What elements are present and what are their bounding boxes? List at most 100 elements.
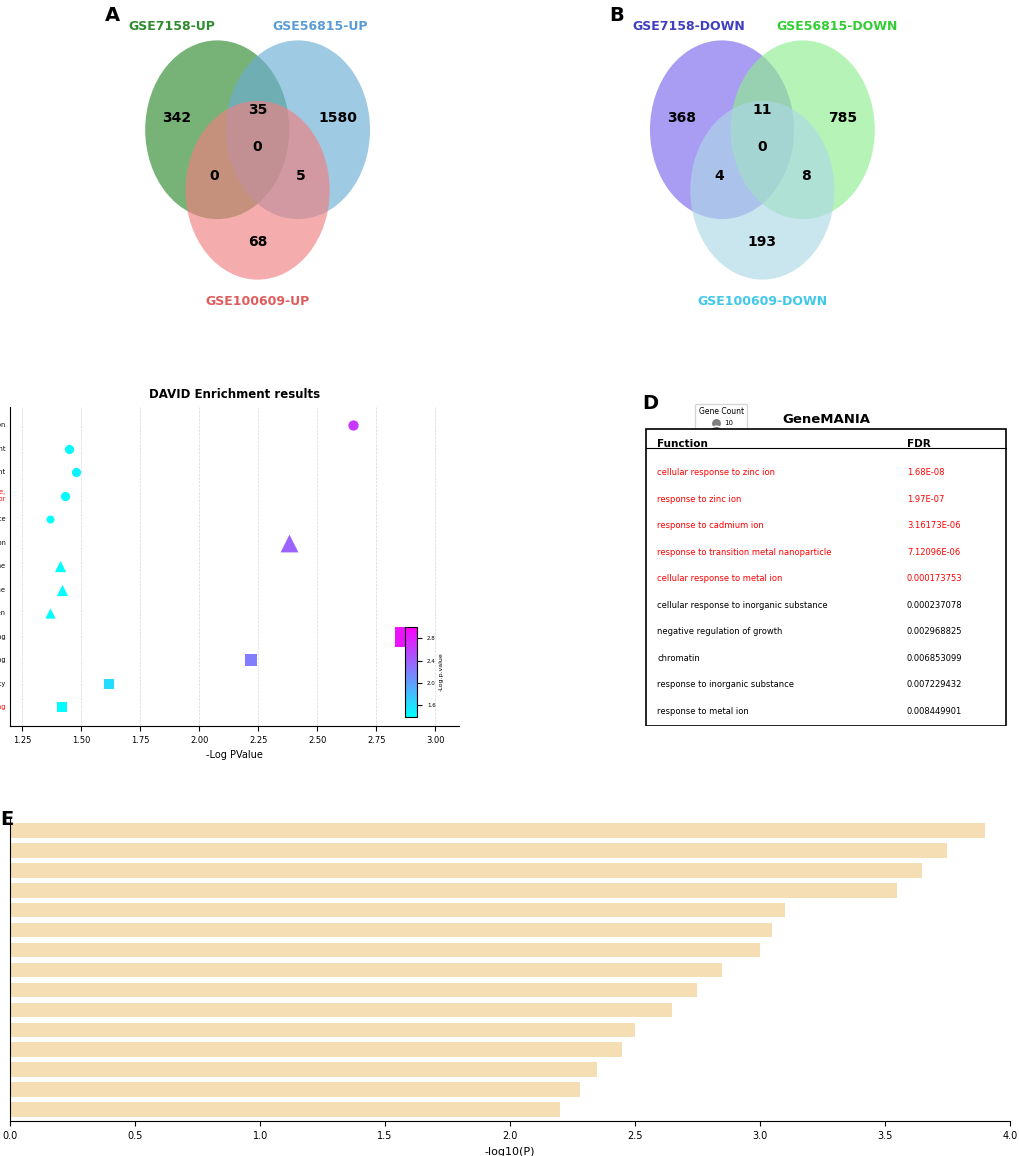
- Point: [344, 416, 361, 435]
- Text: 8: 8: [800, 169, 810, 183]
- Point: [280, 534, 297, 553]
- Point: [54, 698, 70, 717]
- Ellipse shape: [730, 40, 874, 220]
- Bar: [10, 963, 721, 977]
- Bar: [10, 864, 921, 877]
- Text: GO:0031089~platelet dense granule lumen: GO:0031089~platelet dense granule lumen: [0, 610, 5, 616]
- Text: GO:0043517~positive regulation of DNA damage response,
signal transduction by p5: GO:0043517~positive regulation of DNA da…: [0, 489, 5, 503]
- Text: 3.16173E-06: 3.16173E-06: [906, 521, 960, 531]
- Text: GO:0043277~apoptotic cell clearance: GO:0043277~apoptotic cell clearance: [0, 517, 5, 523]
- Point: [52, 557, 68, 576]
- Text: 0.007229432: 0.007229432: [906, 681, 961, 689]
- Text: 0.000173753: 0.000173753: [906, 575, 962, 584]
- Text: 35: 35: [248, 103, 267, 117]
- Text: response to inorganic substance: response to inorganic substance: [656, 681, 794, 689]
- Bar: [10, 823, 984, 838]
- Point: [101, 675, 117, 694]
- Bar: [10, 1082, 580, 1097]
- Text: 1.68E-08: 1.68E-08: [906, 468, 944, 477]
- Text: chromatin: chromatin: [656, 654, 699, 664]
- Legend: GO BP, GO CC, GO MF: GO BP, GO CC, GO MF: [697, 532, 747, 576]
- Text: GO:0002576~platelet degranulation: GO:0002576~platelet degranulation: [0, 422, 5, 429]
- Ellipse shape: [185, 101, 329, 280]
- Ellipse shape: [690, 101, 834, 280]
- Text: 0: 0: [209, 169, 219, 183]
- Text: GSE7158-DOWN: GSE7158-DOWN: [632, 20, 745, 34]
- Text: negative regulation of growth: negative regulation of growth: [656, 628, 782, 637]
- Text: E: E: [0, 809, 13, 829]
- Text: 5: 5: [296, 169, 306, 183]
- Text: GeneMANIA: GeneMANIA: [782, 413, 869, 427]
- Text: GO:0005576~extracellular region: GO:0005576~extracellular region: [0, 540, 5, 546]
- Text: 1.97E-07: 1.97E-07: [906, 495, 944, 504]
- Text: 0: 0: [757, 140, 766, 154]
- Bar: [10, 1043, 622, 1057]
- Text: D: D: [642, 394, 658, 413]
- Text: GO:0001655~urogenital system development: GO:0001655~urogenital system development: [0, 469, 5, 475]
- Text: cellular response to inorganic substance: cellular response to inorganic substance: [656, 601, 827, 610]
- Text: GSE100609-DOWN: GSE100609-DOWN: [697, 296, 826, 309]
- Bar: [10, 1023, 634, 1037]
- FancyBboxPatch shape: [646, 429, 1005, 726]
- Text: 342: 342: [162, 111, 192, 125]
- Text: GO:0015485~cholesterol binding: GO:0015485~cholesterol binding: [0, 658, 5, 664]
- Text: 0.002968825: 0.002968825: [906, 628, 962, 637]
- Text: 1580: 1580: [319, 111, 358, 125]
- X-axis label: -log10(P): -log10(P): [484, 1147, 535, 1156]
- Point: [243, 651, 259, 669]
- Text: Function: Function: [656, 438, 707, 449]
- Text: B: B: [609, 6, 624, 24]
- Text: 0.006853099: 0.006853099: [906, 654, 962, 664]
- Point: [68, 464, 85, 482]
- Text: GO:0031902~late endosome membrane: GO:0031902~late endosome membrane: [0, 587, 5, 593]
- Point: [61, 439, 77, 458]
- Text: GSE7158-UP: GSE7158-UP: [127, 20, 215, 34]
- Text: 4: 4: [713, 169, 723, 183]
- Point: [42, 605, 58, 623]
- Text: GSE100609-UP: GSE100609-UP: [205, 296, 310, 309]
- Title: DAVID Enrichment results: DAVID Enrichment results: [149, 388, 320, 401]
- Text: response to metal ion: response to metal ion: [656, 707, 748, 716]
- Bar: [10, 983, 697, 998]
- Text: 0.008449901: 0.008449901: [906, 707, 961, 716]
- Text: cellular response to zinc ion: cellular response to zinc ion: [656, 468, 774, 477]
- Text: 0: 0: [253, 140, 262, 154]
- Text: GSE56815-UP: GSE56815-UP: [272, 20, 367, 34]
- Text: 68: 68: [248, 235, 267, 250]
- Text: 193: 193: [747, 235, 776, 250]
- Text: 785: 785: [827, 111, 857, 125]
- Text: GO:0000786~nucleosome: GO:0000786~nucleosome: [0, 563, 5, 570]
- Bar: [10, 1002, 672, 1017]
- Point: [54, 580, 70, 599]
- Point: [42, 510, 58, 528]
- Bar: [10, 1062, 597, 1076]
- Ellipse shape: [225, 40, 370, 220]
- Bar: [10, 922, 771, 938]
- Text: GO:0061630~ubiquitin protein ligase activity: GO:0061630~ubiquitin protein ligase acti…: [0, 681, 5, 687]
- Text: GO:0048484~enteric nervous system development: GO:0048484~enteric nervous system develo…: [0, 446, 5, 452]
- Ellipse shape: [145, 40, 289, 220]
- X-axis label: -Log PValue: -Log PValue: [206, 750, 263, 761]
- Point: [396, 628, 413, 646]
- Text: cellular response to metal ion: cellular response to metal ion: [656, 575, 782, 584]
- Ellipse shape: [649, 40, 794, 220]
- Text: 0.000237078: 0.000237078: [906, 601, 962, 610]
- Text: FDR: FDR: [906, 438, 929, 449]
- Text: GSE56815-DOWN: GSE56815-DOWN: [776, 20, 898, 34]
- Point: [56, 487, 72, 505]
- Y-axis label: -Log.p.value: -Log.p.value: [438, 652, 443, 691]
- Text: GO:0005515~protein binding: GO:0005515~protein binding: [0, 633, 5, 640]
- Bar: [10, 943, 759, 957]
- Bar: [10, 844, 947, 858]
- Bar: [10, 1102, 559, 1117]
- Text: 368: 368: [666, 111, 696, 125]
- Bar: [10, 903, 785, 918]
- Text: 7.12096E-06: 7.12096E-06: [906, 548, 959, 557]
- Text: 11: 11: [752, 103, 771, 117]
- Text: A: A: [105, 6, 120, 24]
- Bar: [10, 883, 897, 897]
- Text: GO:0008270~zinc ion binding: GO:0008270~zinc ion binding: [0, 704, 5, 711]
- Text: response to cadmium ion: response to cadmium ion: [656, 521, 763, 531]
- Text: response to zinc ion: response to zinc ion: [656, 495, 741, 504]
- Text: response to transition metal nanoparticle: response to transition metal nanoparticl…: [656, 548, 830, 557]
